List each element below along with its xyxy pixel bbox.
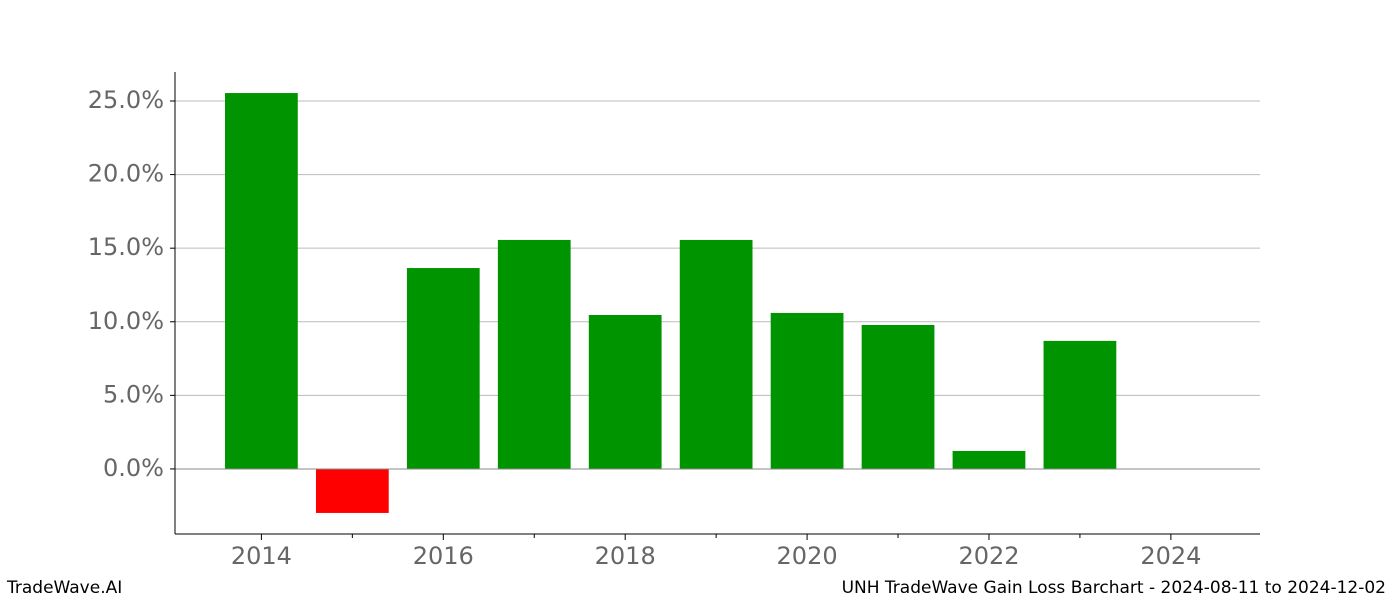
bar bbox=[588, 314, 662, 469]
x-tick-label: 2020 bbox=[777, 542, 838, 570]
x-tick-label: 2016 bbox=[413, 542, 474, 570]
x-tick-label: 2024 bbox=[1140, 542, 1201, 570]
y-tick-label: 25.0% bbox=[88, 86, 164, 114]
y-tick-label: 20.0% bbox=[88, 160, 164, 188]
y-tick-label: 10.0% bbox=[88, 307, 164, 335]
bar bbox=[1043, 340, 1117, 469]
y-tick-label: 15.0% bbox=[88, 233, 164, 261]
bar bbox=[952, 450, 1026, 469]
x-tick-label: 2014 bbox=[231, 542, 292, 570]
y-tick-label: 5.0% bbox=[103, 380, 164, 408]
footer-right: UNH TradeWave Gain Loss Barchart - 2024-… bbox=[842, 578, 1386, 598]
bar bbox=[497, 239, 571, 469]
bar bbox=[770, 312, 844, 469]
bar bbox=[315, 468, 389, 513]
bar bbox=[225, 93, 298, 469]
x-tick-label: 2022 bbox=[958, 542, 1019, 570]
bar bbox=[861, 325, 935, 469]
x-tick-label: 2018 bbox=[595, 542, 656, 570]
y-tick-label: 0.0% bbox=[103, 454, 164, 482]
bar bbox=[406, 268, 480, 469]
footer-left: TradeWave.AI bbox=[6, 578, 122, 598]
bar bbox=[679, 239, 753, 469]
